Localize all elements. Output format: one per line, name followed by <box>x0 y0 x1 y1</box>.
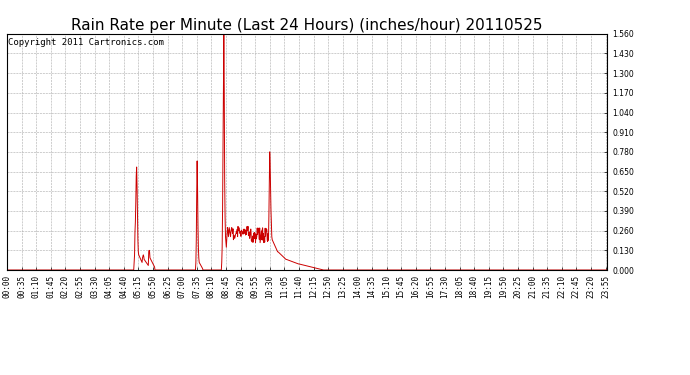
Text: Copyright 2011 Cartronics.com: Copyright 2011 Cartronics.com <box>8 39 164 48</box>
Title: Rain Rate per Minute (Last 24 Hours) (inches/hour) 20110525: Rain Rate per Minute (Last 24 Hours) (in… <box>71 18 543 33</box>
